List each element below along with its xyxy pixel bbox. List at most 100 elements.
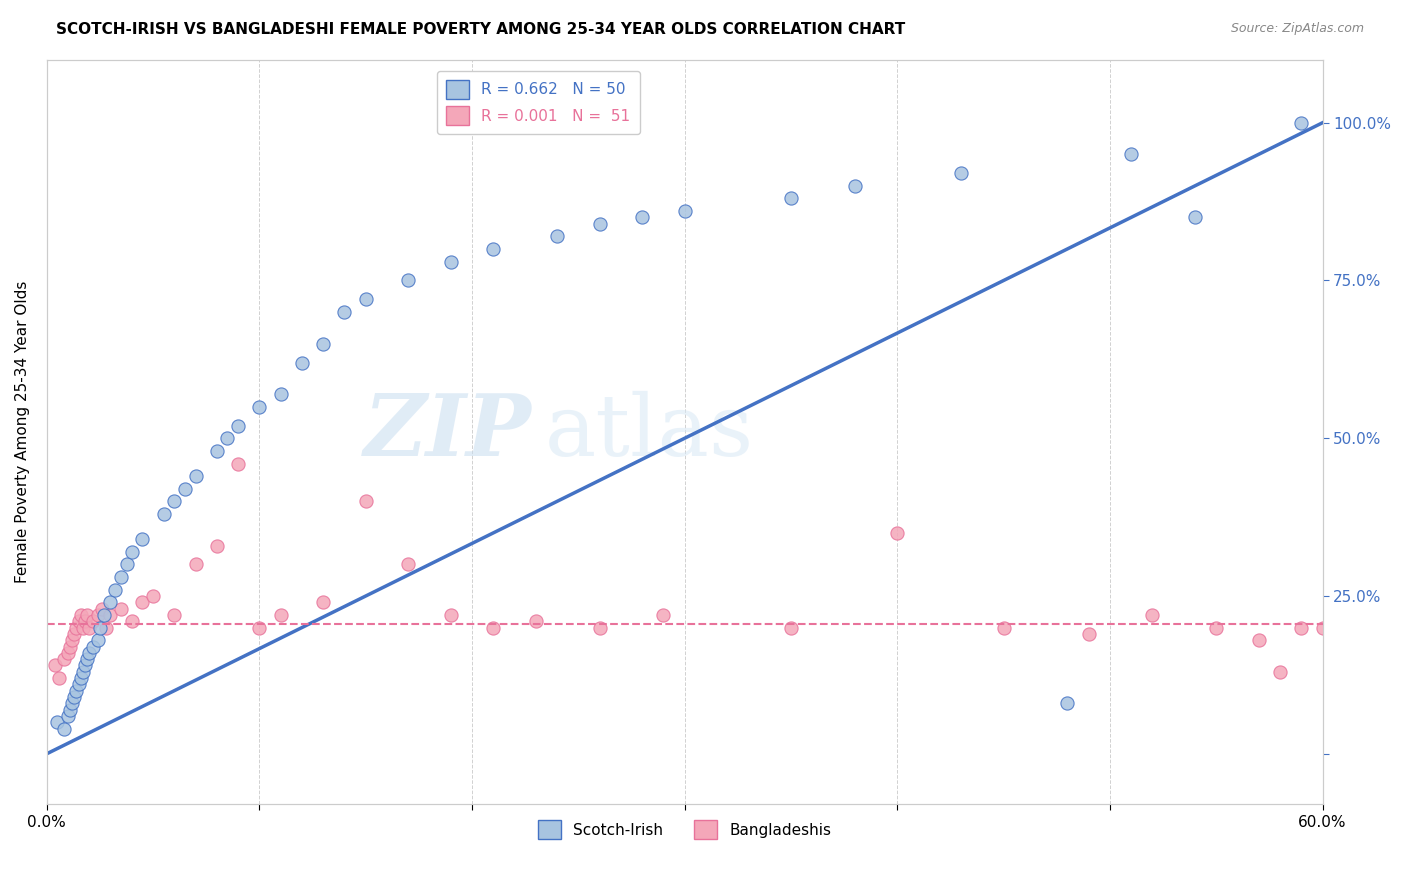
Point (152, 507, 174, 521)
Point (886, 525, 908, 540)
Point (73, 615, 96, 629)
Point (52, 722, 75, 736)
Point (588, 621, 610, 635)
Point (1184, 211, 1206, 225)
Point (100, 607, 122, 622)
Point (72, 621, 94, 635)
Point (226, 418, 249, 433)
Point (247, 621, 270, 635)
Point (63, 690, 86, 704)
Point (163, 607, 186, 622)
Point (354, 494, 377, 508)
Point (76, 607, 98, 622)
Point (121, 545, 143, 559)
Text: SCOTCH-IRISH VS BANGLADESHI FEMALE POVERTY AMONG 25-34 YEAR OLDS CORRELATION CHA: SCOTCH-IRISH VS BANGLADESHI FEMALE POVER… (56, 22, 905, 37)
Point (312, 595, 335, 609)
Point (673, 204, 696, 219)
Text: Source: ZipAtlas.com: Source: ZipAtlas.com (1230, 22, 1364, 36)
Point (48, 671, 70, 685)
Point (76, 652, 98, 666)
Point (184, 469, 207, 483)
Point (110, 570, 132, 584)
Point (60, 696, 83, 710)
Point (110, 601, 132, 615)
Point (56, 709, 79, 723)
Point (72, 665, 94, 679)
Point (67, 677, 90, 691)
Point (59, 703, 82, 717)
Point (65, 621, 87, 635)
Point (396, 558, 419, 572)
Point (440, 607, 463, 622)
Point (780, 191, 803, 205)
Point (396, 273, 419, 287)
Text: ZIP: ZIP (364, 390, 531, 474)
Point (86, 633, 108, 648)
Point (482, 621, 505, 635)
Point (1291, 621, 1313, 635)
Text: atlas: atlas (544, 391, 754, 474)
Point (65, 683, 87, 698)
Point (131, 595, 153, 609)
Point (652, 607, 675, 622)
Point (217, 431, 239, 445)
Point (1077, 627, 1099, 641)
Point (86, 607, 108, 622)
Point (77, 621, 100, 635)
Point (69, 607, 91, 622)
Point (588, 217, 610, 231)
Point (93, 607, 115, 622)
Point (205, 443, 228, 458)
Point (44, 658, 66, 673)
Point (1142, 607, 1164, 622)
Point (104, 582, 127, 597)
Point (482, 242, 505, 256)
Point (1056, 696, 1078, 710)
Point (993, 621, 1015, 635)
Point (440, 254, 463, 268)
Point (333, 305, 356, 319)
Point (291, 355, 314, 369)
Point (67, 615, 90, 629)
Point (844, 178, 866, 193)
Point (56, 646, 79, 660)
Point (69, 671, 91, 685)
Point (63, 627, 86, 641)
Point (1375, 621, 1398, 635)
Point (1291, 116, 1313, 130)
Point (226, 457, 249, 471)
Point (82, 640, 104, 654)
Point (1333, 683, 1355, 698)
Point (631, 211, 654, 225)
Point (117, 558, 139, 572)
Point (82, 615, 104, 629)
Point (1396, 633, 1406, 648)
Legend: Scotch-Irish, Bangladeshis: Scotch-Irish, Bangladeshis (531, 814, 837, 845)
Point (1312, 621, 1334, 635)
Point (77, 646, 100, 660)
Point (1354, 621, 1376, 635)
Point (60, 633, 83, 648)
Point (73, 658, 96, 673)
Point (524, 615, 547, 629)
Point (354, 293, 377, 307)
Point (546, 229, 568, 244)
Point (270, 387, 292, 401)
Point (142, 589, 165, 603)
Point (247, 400, 270, 414)
Point (950, 166, 973, 180)
Point (1205, 621, 1227, 635)
Point (1247, 633, 1270, 648)
Y-axis label: Female Poverty Among 25-34 Year Olds: Female Poverty Among 25-34 Year Olds (15, 281, 30, 583)
Point (100, 595, 122, 609)
Point (1268, 665, 1291, 679)
Point (131, 533, 153, 547)
Point (96, 621, 118, 635)
Point (1121, 147, 1143, 161)
Point (270, 607, 292, 622)
Point (174, 482, 197, 496)
Point (89, 621, 111, 635)
Point (163, 494, 186, 508)
Point (121, 615, 143, 629)
Point (780, 621, 803, 635)
